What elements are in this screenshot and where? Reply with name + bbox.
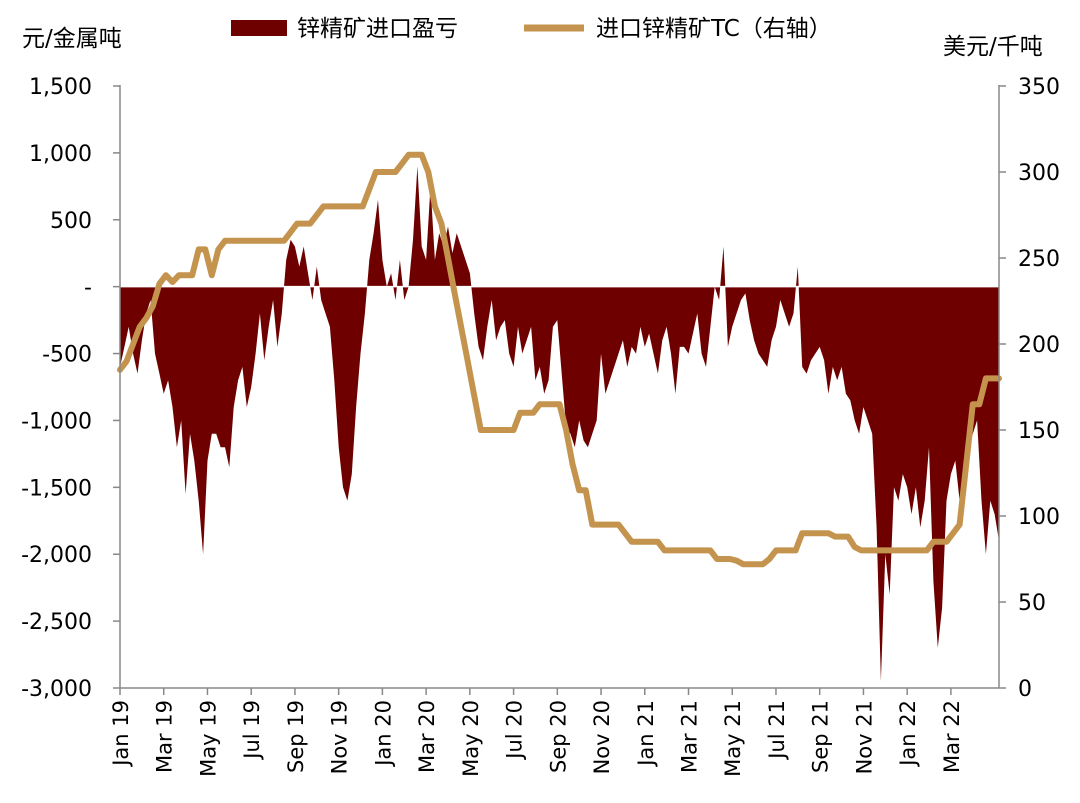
left-tick-labels: 1,500 1,000 500 - -500 -1,000 -1,500 -2,000 -2,5…	[21, 75, 120, 702]
x-tick-label: Nov 19	[328, 700, 352, 774]
tc-line	[117, 151, 1002, 568]
x-tick-label: Jul 21	[765, 700, 789, 761]
right-tick-labels: 350 300 250 200 150 100 50 0	[999, 75, 1060, 702]
right-tick-label: 200	[1018, 333, 1060, 358]
x-tick-label: May 20	[459, 700, 483, 777]
tc-line-layer	[117, 151, 1002, 568]
x-tick-label: Nov 21	[852, 700, 876, 774]
x-tick-label: Nov 20	[590, 700, 614, 774]
left-tick-label: -1,500	[21, 476, 92, 501]
x-tick-label: Jan 21	[634, 700, 658, 768]
x-tick-label: May 21	[721, 700, 745, 777]
legend-label-tc: 进口锌精矿TC（右轴）	[596, 16, 832, 42]
legend-swatch-profit	[231, 20, 287, 36]
left-tick-label: 500	[50, 209, 92, 234]
right-tick-label: 300	[1018, 161, 1060, 186]
x-tick-label: Mar 21	[678, 700, 702, 773]
legend-label-profit: 锌精矿进口盈亏	[297, 16, 458, 42]
left-tick-label: 1,000	[29, 142, 92, 167]
profit-area-layer	[120, 166, 999, 682]
left-tick-label: -3,000	[21, 677, 92, 702]
x-tick-label: Jan 19	[109, 700, 133, 768]
x-tick-label: May 19	[196, 700, 220, 777]
left-tick-label: 1,500	[29, 75, 92, 100]
left-tick-label: -1,000	[21, 409, 92, 434]
x-tick-label: Jan 22	[896, 700, 920, 768]
right-tick-label: 350	[1018, 75, 1060, 100]
right-axis-label: 美元/千吨	[943, 34, 1043, 60]
right-tick-label: 150	[1018, 419, 1060, 444]
x-tick-label: Jul 20	[503, 700, 527, 761]
left-tick-label: -2,500	[21, 610, 92, 635]
x-tick-labels: Jan 19 Mar 19 May 19 Jul 19 Sep 19 Nov 19 Jan …	[109, 688, 964, 777]
x-tick-label: Sep 21	[809, 700, 833, 773]
x-tick-label: Sep 20	[546, 700, 570, 773]
x-tick-label: Jan 20	[371, 700, 395, 768]
x-tick-label: Mar 22	[940, 700, 964, 773]
right-tick-label: 50	[1018, 591, 1046, 616]
legend: 锌精矿进口盈亏 进口锌精矿TC（右轴）	[231, 16, 832, 42]
x-tick-label: Jul 19	[240, 700, 264, 761]
right-tick-label: 100	[1018, 505, 1060, 530]
right-tick-label: 0	[1018, 677, 1032, 702]
left-axis-label: 元/金属吨	[22, 26, 122, 52]
x-tick-label: Mar 20	[415, 700, 439, 773]
x-tick-label: Sep 19	[284, 700, 308, 773]
right-tick-label: 250	[1018, 247, 1060, 272]
x-tick-label: Mar 19	[153, 700, 177, 773]
left-tick-label: -500	[42, 343, 92, 368]
profit-area	[120, 166, 999, 682]
left-tick-label: -	[84, 276, 92, 301]
left-tick-label: -2,000	[21, 543, 92, 568]
